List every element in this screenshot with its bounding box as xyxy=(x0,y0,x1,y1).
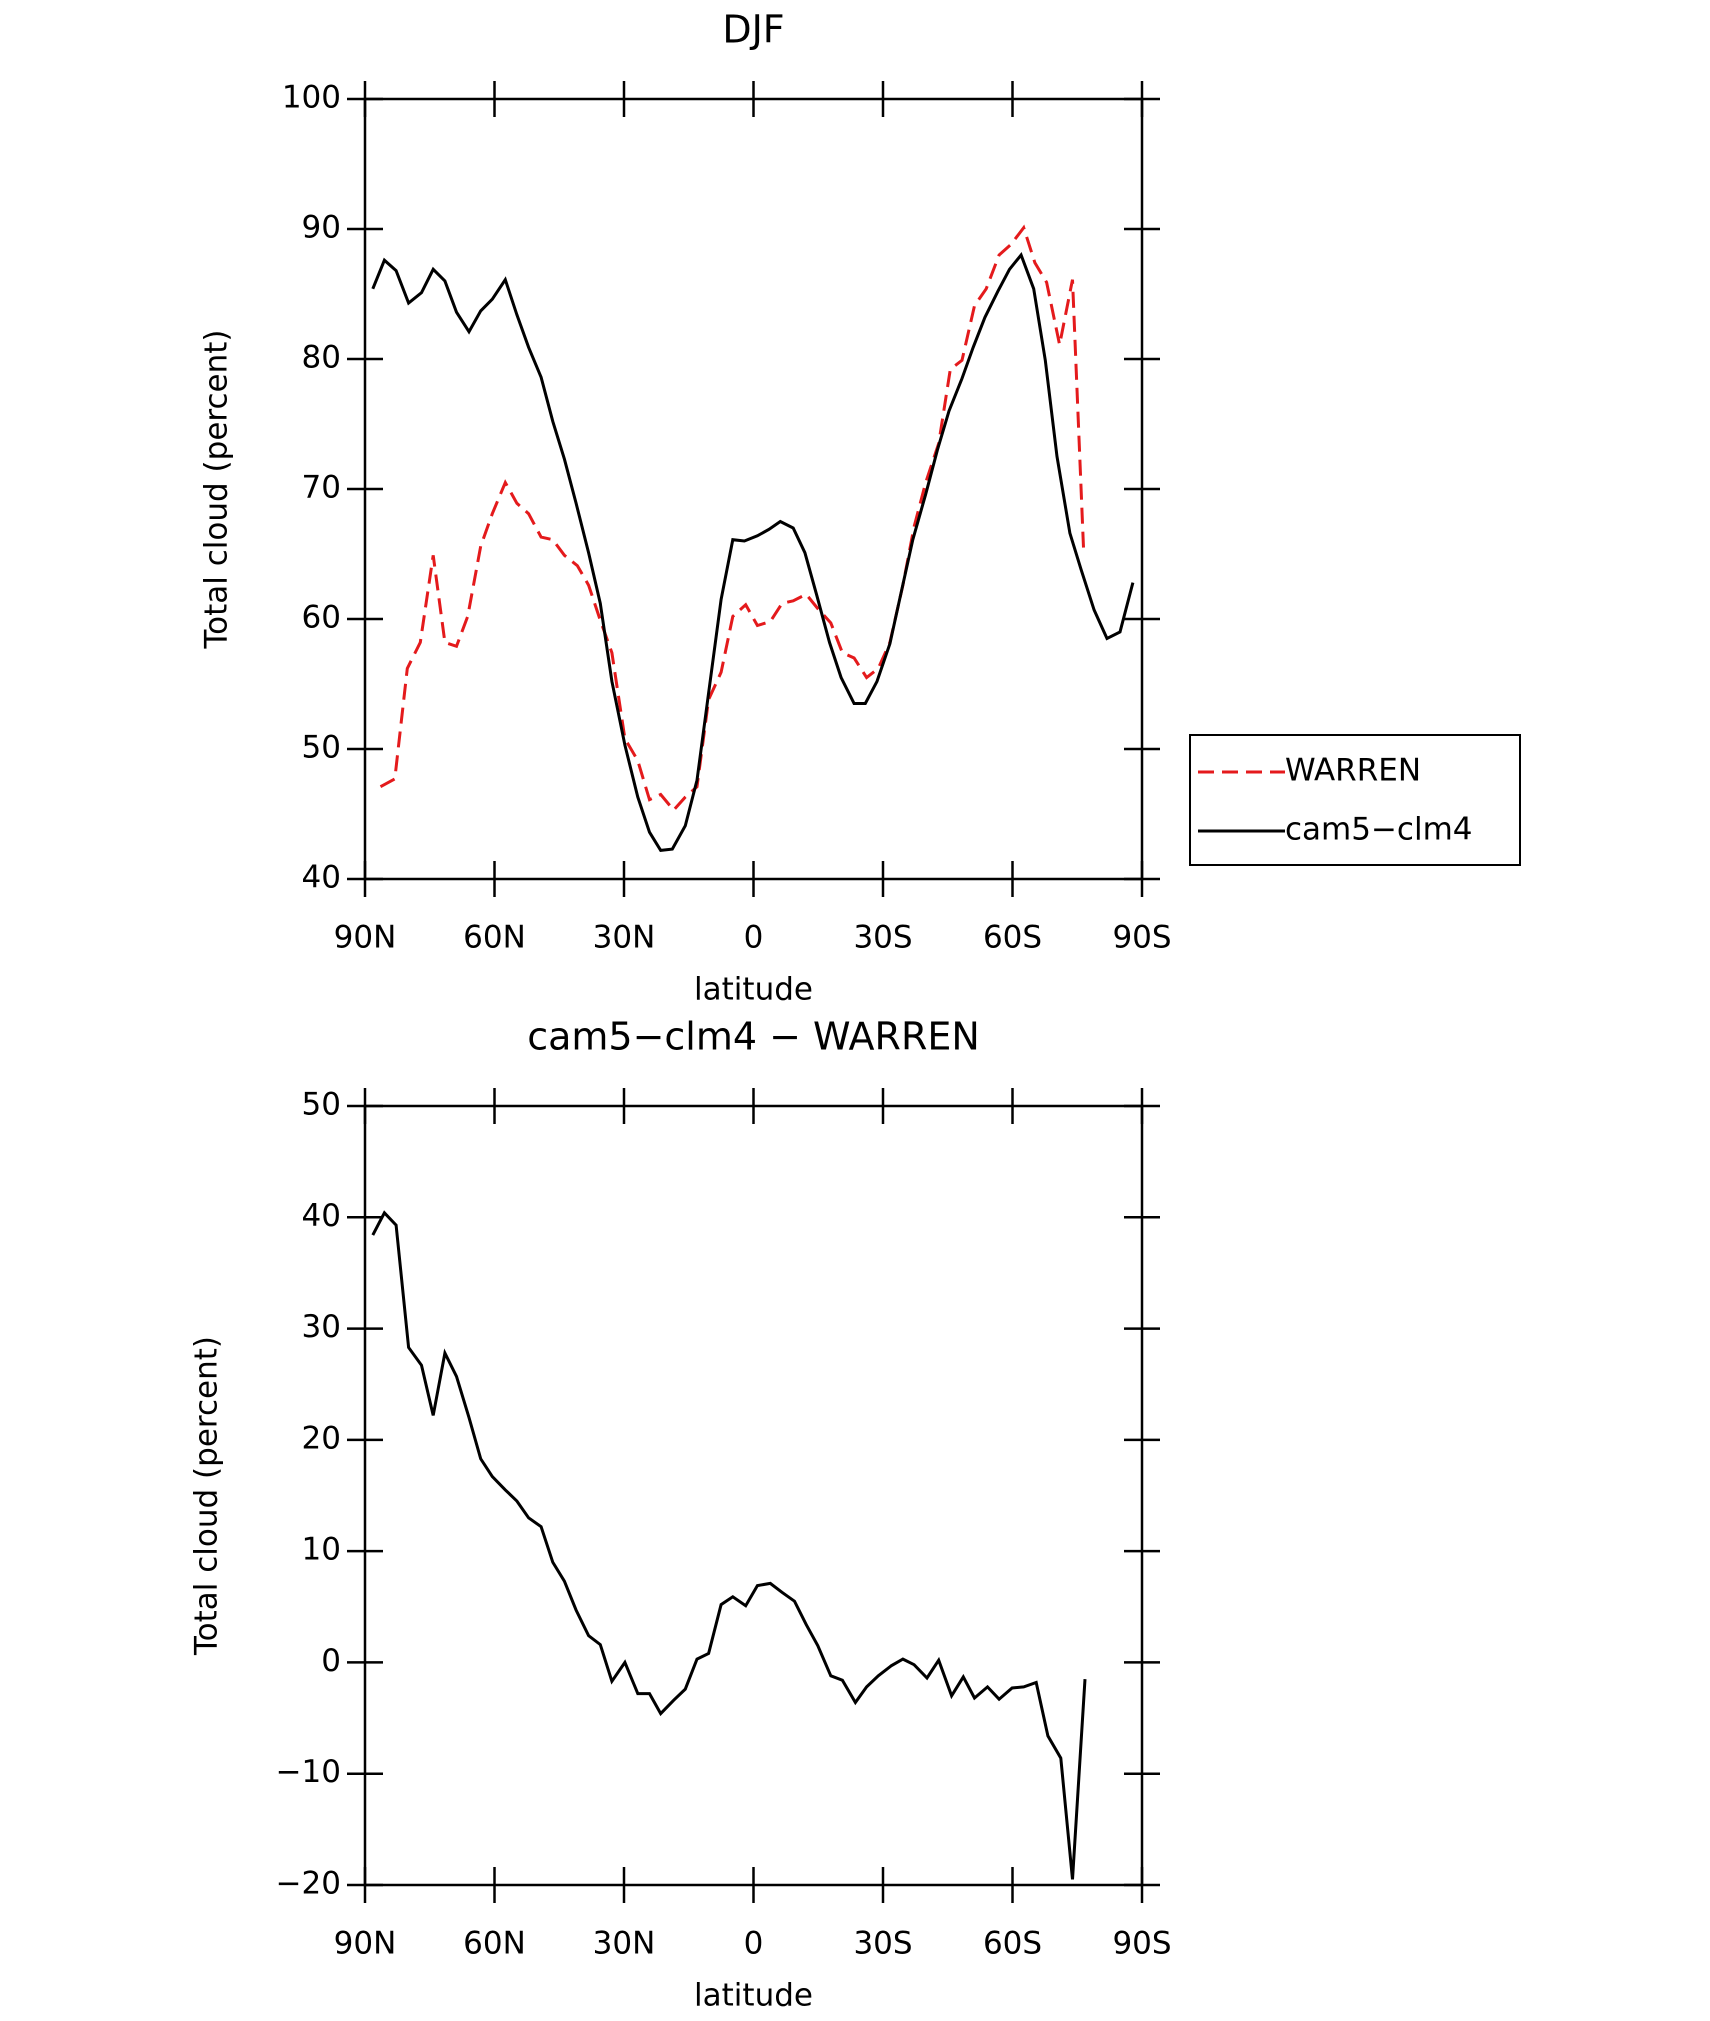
y-tick-label: 70 xyxy=(302,470,341,506)
x-tick-label: 60N xyxy=(463,1926,526,1962)
y-tick-label: −10 xyxy=(276,1754,341,1790)
x-tick-label: 0 xyxy=(744,920,764,956)
y-tick-label: 100 xyxy=(282,80,341,116)
y-tick-label: 40 xyxy=(302,860,341,896)
x-tick-label: 90S xyxy=(1112,1926,1171,1962)
x-tick-label: 90N xyxy=(334,920,397,956)
x-tick-label: 60S xyxy=(983,1926,1042,1962)
x-tick-label: 30S xyxy=(853,920,912,956)
y-tick-label: 20 xyxy=(302,1420,341,1456)
y-axis-label: Total cloud (percent) xyxy=(199,330,235,650)
data-line xyxy=(379,224,1086,813)
x-tick-label: 30N xyxy=(593,1926,656,1962)
y-tick-label: 50 xyxy=(302,1087,341,1123)
y-tick-label: 40 xyxy=(302,1198,341,1234)
legend-box xyxy=(1189,734,1521,866)
x-tick-label: 30N xyxy=(593,920,656,956)
data-line xyxy=(371,1210,1087,1880)
y-tick-label: 80 xyxy=(302,340,341,376)
plot-frame xyxy=(363,97,1144,881)
y-tick-label: 60 xyxy=(302,600,341,636)
x-tick-label: 60N xyxy=(463,920,526,956)
y-tick-label: −20 xyxy=(276,1866,341,1902)
x-tick-label: 60S xyxy=(983,920,1042,956)
legend-label: WARREN xyxy=(1285,753,1421,789)
y-tick-label: 30 xyxy=(302,1309,341,1345)
y-tick-label: 10 xyxy=(302,1532,341,1568)
y-tick-label: 50 xyxy=(302,730,341,766)
x-tick-label: 30S xyxy=(853,1926,912,1962)
y-tick-label: 0 xyxy=(321,1643,341,1679)
x-axis-label: latitude xyxy=(694,972,813,1008)
plot-frame xyxy=(363,1104,1144,1887)
x-tick-label: 90S xyxy=(1112,920,1171,956)
legend-label: cam5−clm4 xyxy=(1285,812,1473,848)
y-tick-label: 90 xyxy=(302,210,341,246)
data-line xyxy=(371,252,1135,852)
x-axis-label: latitude xyxy=(694,1978,813,2014)
chart-title: DJF xyxy=(722,8,784,52)
y-axis-label: Total cloud (percent) xyxy=(189,1336,225,1656)
x-tick-label: 90N xyxy=(334,1926,397,1962)
x-tick-label: 0 xyxy=(744,1926,764,1962)
chart-title: cam5−clm4 − WARREN xyxy=(527,1015,980,1059)
